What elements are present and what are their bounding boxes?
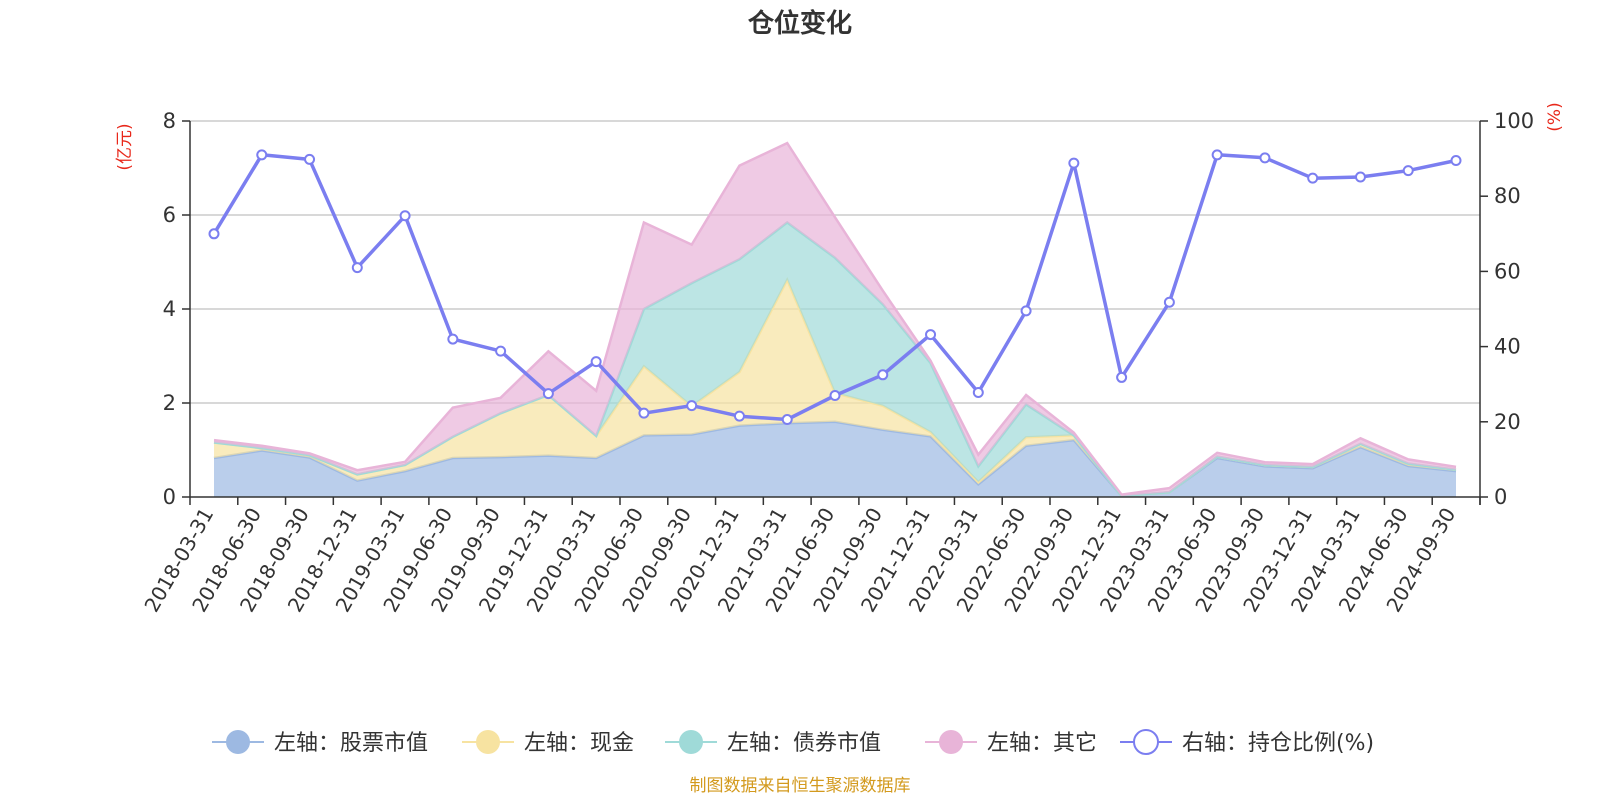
legend-label: 左轴：其它 [987,731,1097,756]
area-edge [213,141,1457,496]
line-point [686,400,698,412]
line-point [1354,171,1366,183]
line-point [638,407,650,419]
line-point [925,329,937,341]
line-point [1068,157,1080,169]
right-tick-label: 20 [1494,410,1521,434]
line-point [1402,165,1414,177]
line-point [781,414,793,426]
line-point [1211,149,1223,161]
legend-item: 左轴：现金 [462,730,634,756]
line-point [877,369,889,381]
legend-label: 左轴：债券市值 [727,731,881,756]
legend-swatch-marker [226,730,250,754]
right-tick-label: 80 [1494,184,1521,208]
legend-swatch-marker [679,730,703,754]
left-tick-label: 0 [163,485,176,509]
line-point [495,345,507,357]
area-左轴：股票市值 [214,421,1456,497]
right-tick-label: 100 [1494,109,1534,133]
area-左轴：债券市值 [214,222,1456,497]
line-point [1020,305,1032,317]
line-point [829,389,841,401]
position-ratio-line [208,149,1462,426]
line-point [733,410,745,422]
left-tick-label: 2 [163,391,176,415]
legend-label: 左轴：现金 [524,731,634,756]
legend-item: 右轴：持仓比例(%) [1120,729,1374,756]
legend-swatch-marker [476,730,500,754]
legend-swatch-marker [939,730,963,754]
line-point [542,388,554,400]
right-axis-unit: (%) [1545,102,1565,131]
right-tick-label: 40 [1494,335,1521,359]
left-axis-unit: (亿元) [115,123,135,170]
left-tick-label: 4 [163,297,176,321]
legend-label: 右轴：持仓比例(%) [1182,731,1374,756]
legend-item: 左轴：股票市值 [212,730,428,756]
legend-item: 左轴：债券市值 [665,730,881,756]
line-point [399,210,411,222]
legend-item: 左轴：其它 [925,730,1097,756]
line-point [1116,371,1128,383]
left-tick-label: 6 [163,203,176,227]
legend: 左轴：股票市值 左轴：现金 左轴：债券市值 左轴：其它 右轴：持仓比例(%) [212,729,1374,756]
line-point [1307,172,1319,184]
line-point [590,356,602,368]
legend-label: 左轴：股票市值 [274,731,428,756]
chart-title: 仓位变化 [747,8,852,39]
area-series [213,141,1457,498]
data-source-note: 制图数据来自恒生聚源数据库 [690,776,911,796]
line-point [447,333,459,345]
line-point [1163,296,1175,308]
line-point [208,228,220,240]
line-point [1259,152,1271,164]
right-tick-label: 60 [1494,259,1521,283]
line-point [972,386,984,398]
line-point [351,262,363,274]
line-point [304,153,316,165]
left-tick-label: 8 [163,109,176,133]
right-tick-label: 0 [1494,485,1507,509]
line-point [1450,154,1462,166]
legend-swatch-marker [1133,729,1159,755]
line-point [256,149,268,161]
area-左轴：现金 [214,279,1456,497]
